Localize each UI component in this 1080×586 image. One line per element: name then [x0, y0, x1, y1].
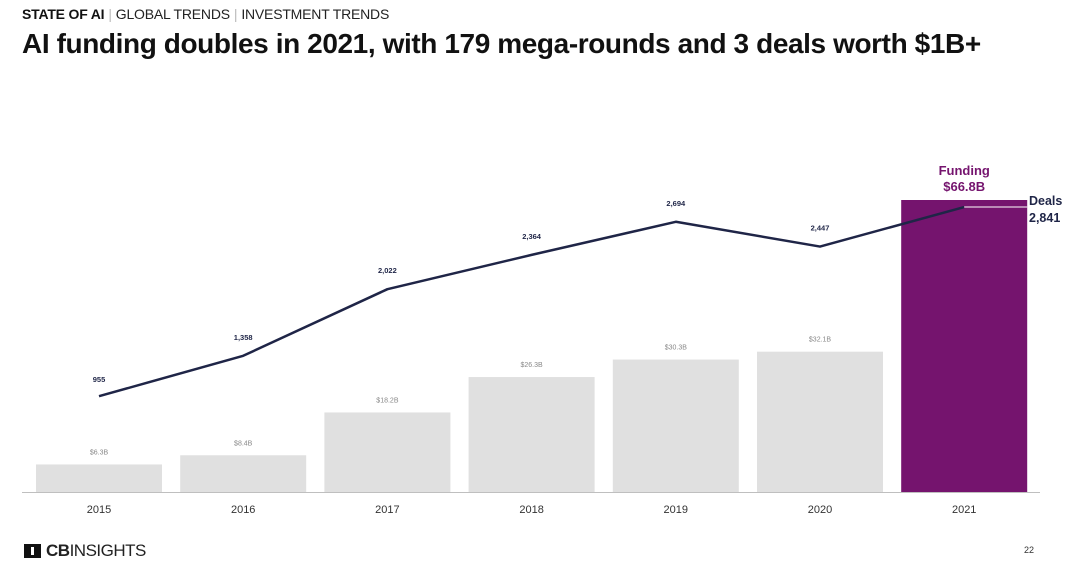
- funding-label-2015: $6.3B: [90, 449, 109, 456]
- cb-insights-logo-icon: [24, 544, 41, 558]
- funding-label-2018: $26.3B: [521, 362, 544, 369]
- x-tick-label-2016: 2016: [231, 504, 255, 516]
- funding-bar-2019: [612, 359, 739, 492]
- page-number: 22: [1023, 545, 1034, 555]
- x-tick-label-2019: 2019: [664, 504, 688, 516]
- funding-label-2019: $30.3B: [665, 345, 688, 352]
- funding-bar-2020: [757, 351, 883, 492]
- x-tick-label-2017: 2017: [375, 504, 399, 516]
- funding-callout-value: $66.8B: [943, 179, 985, 194]
- breadcrumb-item: GLOBAL TRENDS: [115, 6, 230, 22]
- breadcrumb: STATE OF AI | GLOBAL TRENDS | INVESTMENT TRE…: [22, 6, 389, 22]
- breadcrumb-item: STATE OF AI: [22, 6, 105, 22]
- funding-label-2020: $32.1B: [809, 337, 832, 344]
- deals-label-2016: 1,358: [234, 333, 253, 342]
- deals-label-2018: 2,364: [522, 232, 542, 241]
- breadcrumb-separator: |: [233, 6, 238, 22]
- x-tick-label-2018: 2018: [519, 504, 543, 516]
- funding-bar-2015: [36, 464, 162, 492]
- x-tick-label-2021: 2021: [952, 504, 976, 516]
- breadcrumb-item: INVESTMENT TRENDS: [241, 6, 390, 22]
- deals-callout-title: Deals: [1029, 194, 1062, 208]
- funding-bar-2016: [180, 455, 307, 492]
- x-tick-label-2015: 2015: [87, 504, 111, 516]
- logo-text-insights: INSIGHTS: [69, 541, 147, 560]
- logo-text-cb: CB: [46, 541, 70, 560]
- deals-line: [98, 205, 965, 398]
- x-tick-label-2020: 2020: [808, 504, 832, 516]
- deals-label-2020: 2,447: [811, 224, 830, 233]
- funding-bar-2021: [901, 200, 1028, 492]
- deals-label-2015: 955: [93, 375, 106, 384]
- deals-label-2017: 2,022: [378, 266, 397, 275]
- page-title: AI funding doubles in 2021, with 179 meg…: [22, 28, 981, 59]
- deals-callout-value: 2,841: [1029, 211, 1060, 225]
- cb-insights-logo: CBINSIGHTS: [24, 541, 146, 561]
- funding-bar-2017: [324, 412, 451, 492]
- funding-callout-title: Funding: [939, 163, 990, 178]
- breadcrumb-separator: |: [108, 6, 112, 22]
- funding-bar-2018: [468, 377, 595, 492]
- deals-label-2019: 2,694: [666, 199, 686, 208]
- funding-label-2016: $8.4B: [234, 440, 253, 447]
- funding-label-2017: $18.2B: [376, 397, 399, 404]
